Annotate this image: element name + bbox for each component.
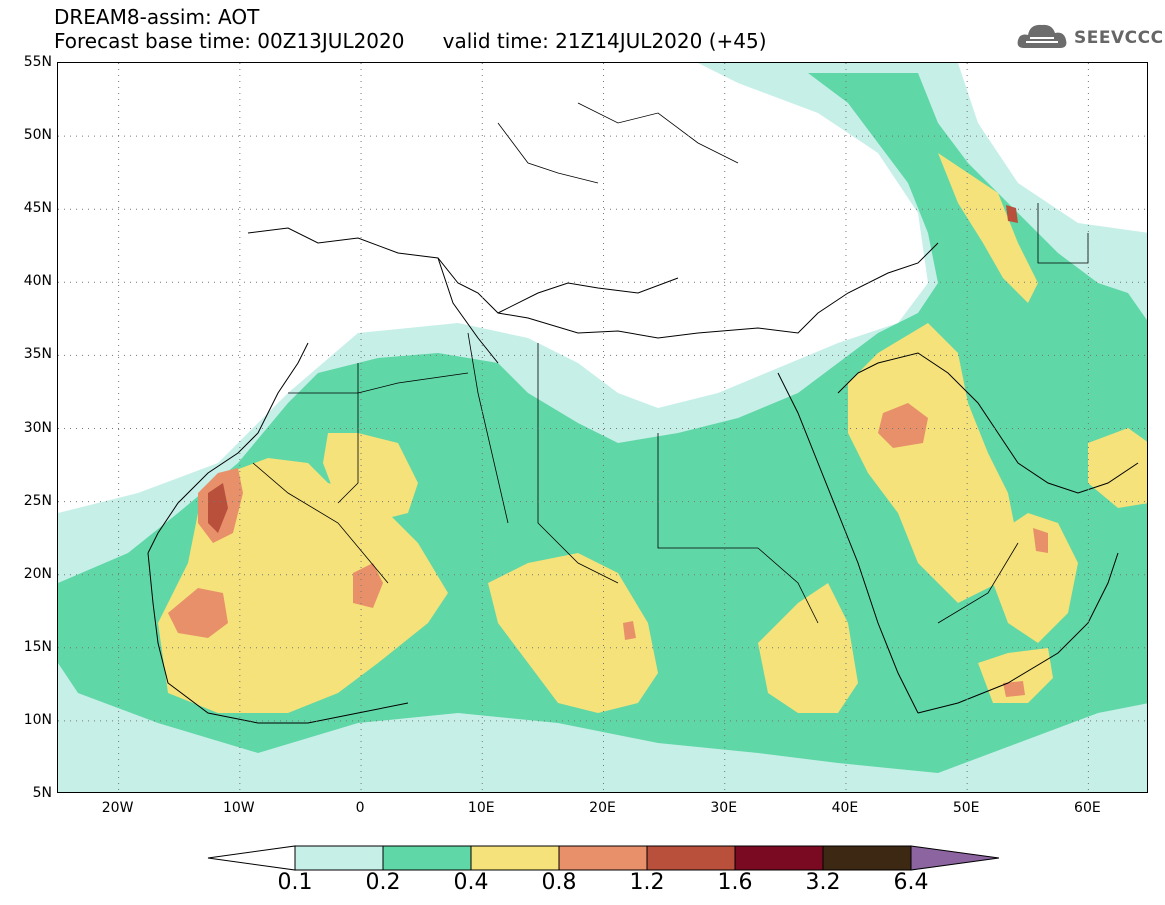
colorbar-segment (558, 845, 648, 871)
colorbar-level-label: 3.2 (805, 870, 841, 895)
country-borders (252, 102, 1089, 624)
forecast-time-subtitle: Forecast base time: 00Z13JUL2020 valid t… (54, 29, 767, 53)
longitude-label: 60E (1074, 800, 1101, 816)
colorbar-above-triangle (910, 845, 999, 871)
latitude-label: 35N (23, 346, 52, 363)
latitude-label: 50N (23, 127, 52, 144)
longitude-label: 10W (222, 800, 255, 816)
colorbar-below-triangle (207, 845, 296, 871)
latitude-label: 45N (23, 200, 52, 217)
aot-map-svg (58, 63, 1147, 792)
colorbar-segment (382, 845, 472, 871)
aot-map (57, 62, 1148, 793)
seevccc-logo: SEEVCCC (1016, 18, 1163, 58)
latitude-label: 55N (23, 54, 52, 70)
longitude-label: 50E (952, 800, 980, 816)
longitude-label: 40E (831, 800, 859, 816)
latitude-label: 30N (23, 419, 52, 436)
colorbar-level-label: 1.2 (629, 870, 665, 895)
colorbar-level-label: 0.8 (541, 870, 577, 895)
coastlines (147, 227, 1139, 724)
colorbar-segment (822, 845, 912, 871)
map-title: DREAM8-assim: AOT (54, 5, 260, 29)
colorbar-level-label: 6.4 (893, 870, 929, 895)
longitude-label: 10E (467, 800, 495, 816)
colorbar-level-label: 1.6 (717, 870, 753, 895)
colorbar-segment (294, 845, 384, 871)
colorbar-level-label: 0.2 (365, 870, 401, 895)
latitude-label: 5N (32, 785, 52, 801)
cloud-icon (1017, 24, 1067, 48)
longitude-label: 20E (589, 800, 616, 816)
longitude-label: 30E (710, 800, 738, 816)
colorbar-level-label: 0.4 (453, 870, 489, 895)
latitude-label: 15N (23, 638, 52, 655)
colorbar-segment (734, 845, 824, 871)
colorbar-segment (646, 845, 736, 871)
latitude-label: 10N (23, 711, 52, 728)
aot-band-0.4 (158, 153, 1147, 713)
latitude-label: 40N (23, 273, 52, 290)
colorbar-segment (470, 845, 560, 871)
logo-text: SEEVCCC (1074, 28, 1164, 48)
latitude-label: 25N (23, 492, 52, 509)
colorbar-level-label: 0.1 (277, 870, 313, 895)
aot-colorbar (207, 845, 999, 871)
aot-band-1.2 (208, 205, 1018, 533)
latitude-label: 20N (23, 565, 52, 582)
longitude-label: 0 (355, 800, 365, 816)
longitude-label: 20W (101, 800, 134, 816)
